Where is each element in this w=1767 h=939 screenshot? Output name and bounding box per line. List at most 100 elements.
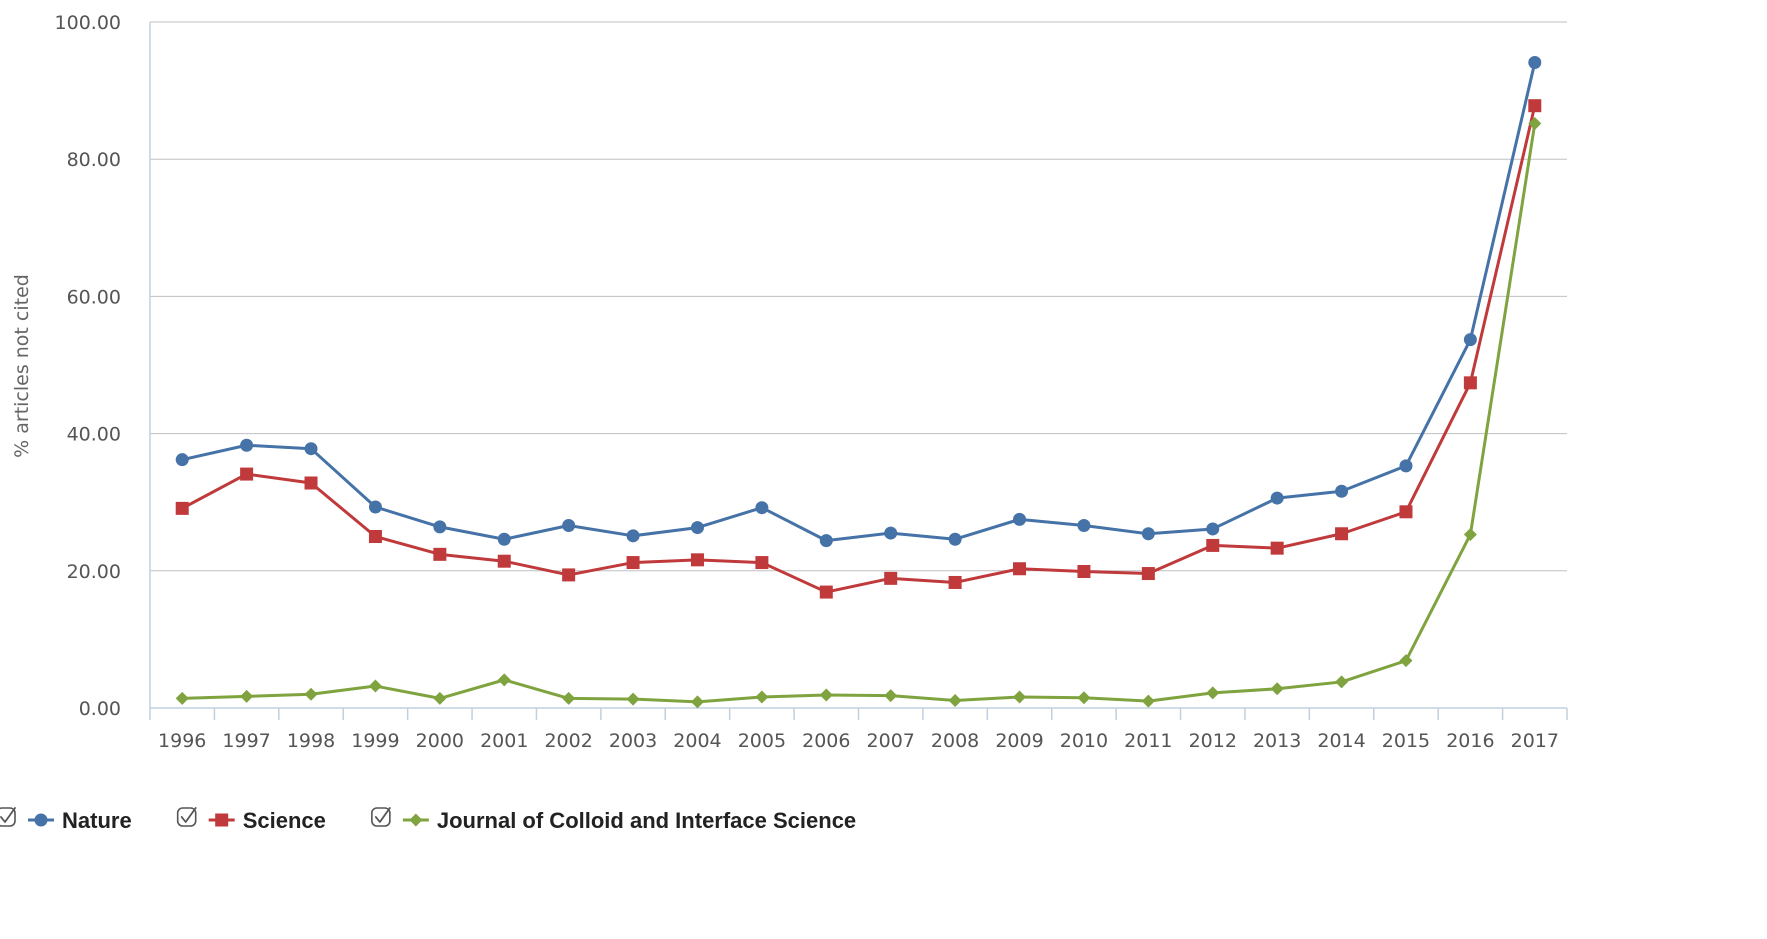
data-point [368, 679, 382, 693]
data-point [1141, 527, 1155, 541]
series-lines [175, 55, 1542, 709]
data-point [368, 500, 382, 514]
y-tick-label: 100.00 [55, 12, 121, 34]
data-point [1399, 654, 1413, 668]
x-tick-label: 1997 [222, 730, 270, 752]
data-point [626, 529, 640, 543]
data-point [819, 534, 833, 548]
data-point [1013, 562, 1027, 576]
data-point [884, 571, 898, 585]
data-point [1335, 675, 1349, 689]
series-2 [175, 99, 1542, 599]
data-point [562, 568, 576, 582]
y-axis-tick-labels: 0.00 20.00 40.00 60.00 80.00 100.00 [55, 12, 121, 720]
data-point [1528, 117, 1542, 131]
x-tick-label: 1999 [351, 730, 399, 752]
data-point [755, 501, 769, 515]
gridlines [150, 21, 1567, 572]
x-tick-label: 2011 [1124, 730, 1172, 752]
series-line [180, 60, 1537, 543]
data-point [1463, 376, 1477, 390]
data-point [1077, 519, 1091, 533]
data-point [240, 689, 254, 703]
data-point [497, 532, 511, 546]
x-tick-label: 2002 [544, 730, 592, 752]
x-tick-label: 2013 [1253, 730, 1301, 752]
data-point [755, 690, 769, 704]
data-point [1206, 686, 1220, 700]
data-point [1463, 333, 1477, 347]
checkbox-checked-icon[interactable] [371, 807, 391, 827]
data-point [1528, 55, 1542, 69]
data-point [626, 692, 640, 706]
data-point [948, 575, 962, 589]
data-point [1270, 541, 1284, 555]
data-point [562, 691, 576, 705]
data-point [240, 467, 254, 481]
data-point [240, 438, 254, 452]
y-tick-label: 80.00 [67, 149, 121, 171]
data-point [819, 585, 833, 599]
data-point [304, 476, 318, 490]
data-point [1077, 691, 1091, 705]
data-point [948, 693, 962, 707]
y-tick-label: 0.00 [79, 698, 121, 720]
x-tick-label: 2015 [1382, 730, 1430, 752]
data-point [1335, 527, 1349, 541]
legend-label: Nature [62, 808, 132, 833]
x-tick-label: 1996 [158, 730, 206, 752]
x-tick-label: 2009 [995, 730, 1043, 752]
data-point [1528, 99, 1542, 113]
data-point [884, 526, 898, 540]
data-point [1399, 459, 1413, 473]
x-tick-label: 2007 [867, 730, 915, 752]
data-point [690, 695, 704, 709]
series-3 [175, 117, 1542, 709]
data-point [304, 442, 318, 456]
axes [149, 22, 1568, 720]
data-point [1141, 694, 1155, 708]
y-tick-label: 20.00 [67, 561, 121, 583]
legend-symbol-marker [34, 813, 48, 827]
y-tick-label: 60.00 [67, 286, 121, 308]
x-tick-label: 2006 [802, 730, 850, 752]
x-tick-label: 1998 [287, 730, 335, 752]
x-tick-label: 2005 [738, 730, 786, 752]
data-point [755, 556, 769, 570]
x-tick-label: 2017 [1511, 730, 1559, 752]
data-point [1399, 505, 1413, 519]
data-point [690, 553, 704, 567]
data-point [948, 532, 962, 546]
data-point [433, 691, 447, 705]
x-tick-label: 2004 [673, 730, 721, 752]
legend-label: Journal of Colloid and Interface Science [437, 808, 856, 833]
data-point [1013, 512, 1027, 526]
legend-item[interactable]: Nature [0, 807, 132, 833]
y-axis-title: % articles not cited [11, 274, 33, 458]
x-tick-label: 2003 [609, 730, 657, 752]
y-tick-label: 40.00 [67, 424, 121, 446]
x-axis-tick-labels: 1996 1997 1998 1999 2000 2001 2002 2003 2004 2005… [158, 730, 1559, 752]
x-tick-label: 2012 [1189, 730, 1237, 752]
series-line [180, 104, 1537, 594]
data-point [1335, 484, 1349, 498]
legend-item[interactable]: Journal of Colloid and Interface Science [371, 807, 856, 833]
x-tick-label: 2008 [931, 730, 979, 752]
data-point [1077, 564, 1091, 578]
data-point [433, 520, 447, 534]
legend-label: Science [243, 808, 326, 833]
x-tick-label: 2000 [416, 730, 464, 752]
checkbox-checked-icon[interactable] [0, 807, 16, 827]
legend: Nature Science Journal of Colloid and Inte… [0, 807, 856, 833]
data-point [562, 519, 576, 533]
data-point [175, 691, 189, 705]
data-point [690, 521, 704, 535]
data-point [497, 554, 511, 568]
data-point [884, 689, 898, 703]
data-point [626, 556, 640, 570]
checkbox-checked-icon[interactable] [176, 807, 197, 827]
data-point [304, 687, 318, 701]
data-point [819, 688, 833, 702]
legend-item[interactable]: Science [176, 807, 326, 833]
